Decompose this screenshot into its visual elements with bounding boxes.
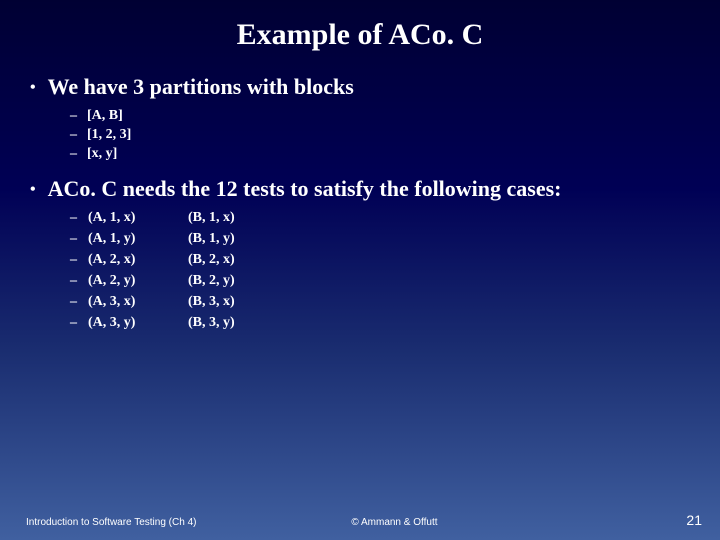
partition-text: [1, 2, 3] — [87, 127, 131, 143]
case-row: – (A, 1, x) (B, 1, x) — [70, 210, 700, 226]
partition-item: – [A, B] — [70, 108, 700, 124]
footer-left-text: Introduction to Software Testing (Ch 4) — [26, 517, 196, 528]
dash-icon: – — [70, 146, 77, 162]
bullet-dot: • — [30, 176, 36, 204]
case-row: – (A, 2, y) (B, 2, y) — [70, 273, 700, 289]
case-col-a: (A, 2, x) — [88, 252, 188, 268]
case-col-b: (B, 1, x) — [188, 210, 288, 226]
slide-number: 21 — [686, 512, 702, 528]
case-col-a: (A, 2, y) — [88, 273, 188, 289]
slide-title: Example of ACo. C — [0, 0, 720, 60]
partition-text: [x, y] — [87, 146, 117, 162]
partition-text: [A, B] — [87, 108, 123, 124]
case-col-b: (B, 3, y) — [188, 315, 288, 331]
slide-content: • We have 3 partitions with blocks – [A,… — [0, 74, 720, 331]
partition-item: – [1, 2, 3] — [70, 127, 700, 143]
dash-icon: – — [70, 252, 88, 268]
bullet-partitions-text: We have 3 partitions with blocks — [48, 74, 354, 100]
case-col-b: (B, 2, y) — [188, 273, 288, 289]
dash-icon: – — [70, 210, 88, 226]
case-col-b: (B, 3, x) — [188, 294, 288, 310]
bullet-cases: • ACo. C needs the 12 tests to satisfy t… — [30, 176, 700, 204]
cases-list: – (A, 1, x) (B, 1, x) – (A, 1, y) (B, 1,… — [30, 210, 700, 331]
partitions-list: – [A, B] – [1, 2, 3] – [x, y] — [30, 108, 700, 162]
case-col-a: (A, 3, y) — [88, 315, 188, 331]
dash-icon: – — [70, 231, 88, 247]
partition-item: – [x, y] — [70, 146, 700, 162]
slide-footer: Introduction to Software Testing (Ch 4) … — [0, 512, 720, 528]
case-col-b: (B, 2, x) — [188, 252, 288, 268]
case-col-a: (A, 3, x) — [88, 294, 188, 310]
case-row: – (A, 1, y) (B, 1, y) — [70, 231, 700, 247]
dash-icon: – — [70, 127, 77, 143]
case-row: – (A, 3, x) (B, 3, x) — [70, 294, 700, 310]
case-col-a: (A, 1, y) — [88, 231, 188, 247]
case-row: – (A, 2, x) (B, 2, x) — [70, 252, 700, 268]
dash-icon: – — [70, 273, 88, 289]
case-row: – (A, 3, y) (B, 3, y) — [70, 315, 700, 331]
bullet-partitions: • We have 3 partitions with blocks — [30, 74, 700, 102]
bullet-cases-text: ACo. C needs the 12 tests to satisfy the… — [48, 176, 562, 202]
case-col-a: (A, 1, x) — [88, 210, 188, 226]
bullet-dot: • — [30, 74, 36, 102]
dash-icon: – — [70, 315, 88, 331]
case-col-b: (B, 1, y) — [188, 231, 288, 247]
dash-icon: – — [70, 108, 77, 124]
dash-icon: – — [70, 294, 88, 310]
footer-center-text: © Ammann & Offutt — [351, 517, 437, 528]
